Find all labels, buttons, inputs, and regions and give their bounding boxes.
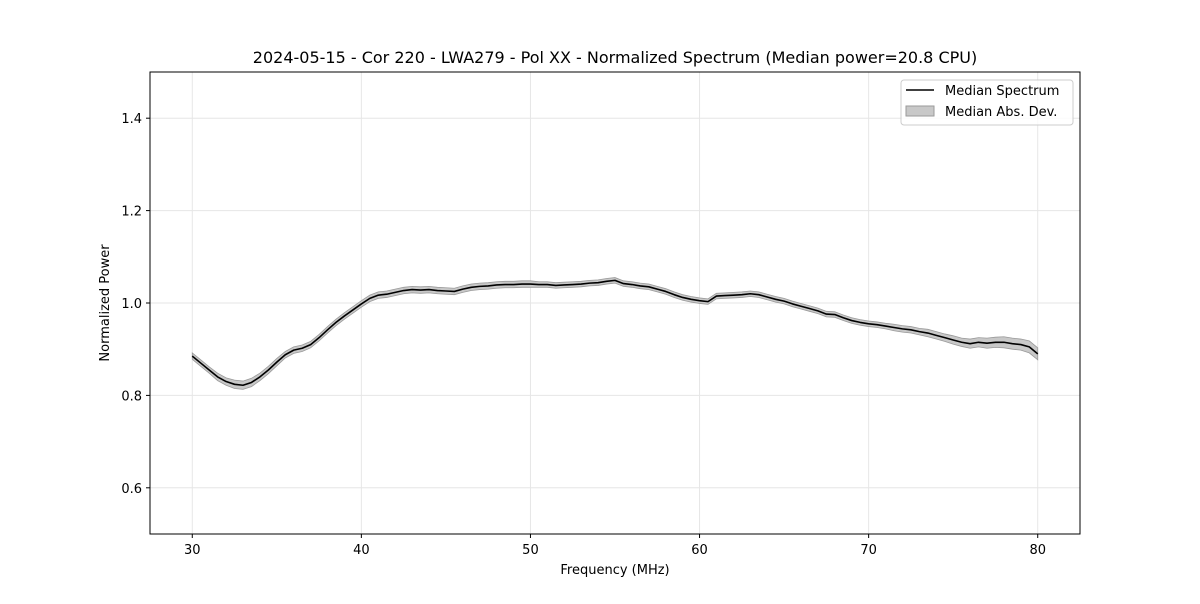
x-tick-label: 40 <box>353 543 370 558</box>
y-tick-label: 0.6 <box>121 482 142 497</box>
y-tick-label: 0.8 <box>121 389 142 404</box>
legend: Median Spectrum Median Abs. Dev. <box>900 79 1074 126</box>
x-tick-label: 50 <box>522 543 539 558</box>
legend-box <box>900 79 1074 126</box>
chart-title: 2024-05-15 - Cor 220 - LWA279 - Pol XX -… <box>253 48 977 67</box>
median-line-layer <box>191 279 1039 387</box>
y-tick-label: 1.4 <box>121 112 142 127</box>
legend-swatch-median-abs-dev <box>905 105 935 117</box>
median-spectrum-line <box>191 279 1039 387</box>
y-axis-label: Normalized Power <box>98 244 113 362</box>
mad-band-layer <box>191 277 1039 390</box>
y-ticks: 0.6 0.8 1.0 1.2 1.4 <box>121 112 150 497</box>
y-tick-label: 1.0 <box>121 297 142 312</box>
x-tick-label: 30 <box>184 543 201 558</box>
legend-label-median-abs-dev: Median Abs. Dev. <box>945 105 1057 120</box>
y-tick-label: 1.2 <box>121 205 142 220</box>
x-axis-label: Frequency (MHz) <box>560 563 669 578</box>
legend-label-median-spectrum: Median Spectrum <box>945 84 1059 99</box>
x-tick-label: 70 <box>860 543 877 558</box>
x-tick-label: 60 <box>691 543 708 558</box>
x-ticks: 30 40 50 60 70 80 <box>184 534 1046 558</box>
mad-band-area <box>191 277 1039 390</box>
x-tick-label: 80 <box>1029 543 1046 558</box>
